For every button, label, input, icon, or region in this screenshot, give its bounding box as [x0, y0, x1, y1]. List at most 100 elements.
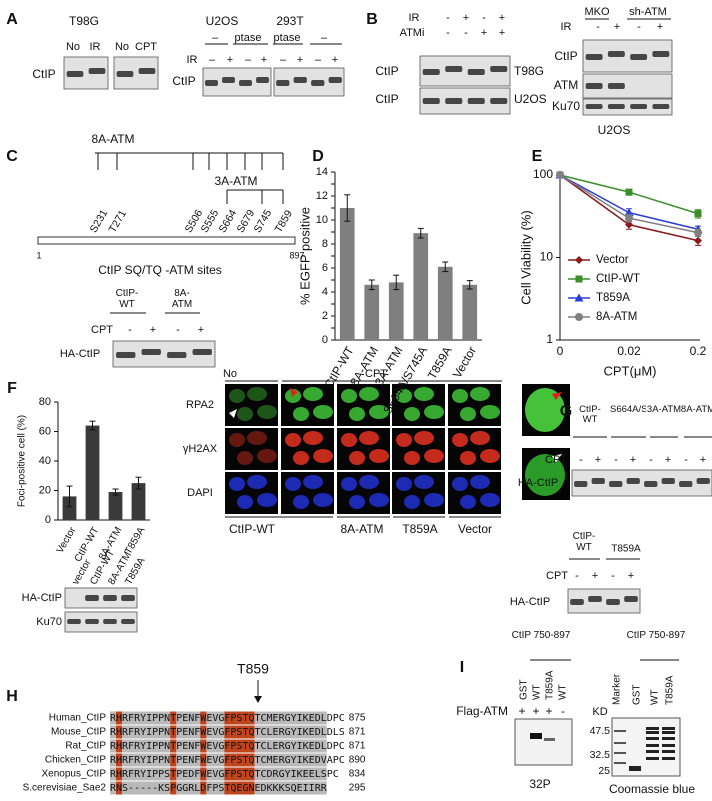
label: CtIP SQ/TQ -ATM sites [98, 263, 222, 277]
nucleus [404, 407, 420, 421]
identity-shade [224, 725, 231, 739]
micrograph [225, 428, 278, 470]
gel-band [646, 737, 659, 740]
error-bar [89, 420, 96, 431]
y-tick-label: 60 [39, 425, 51, 437]
label: – [321, 32, 328, 44]
conservation-shade [110, 767, 327, 781]
label: DAPI [187, 487, 213, 499]
label: 834 [349, 769, 366, 780]
gel-band [614, 730, 626, 732]
label: 871 [349, 727, 366, 738]
point [556, 171, 564, 179]
y-tick-label: 6 [322, 262, 328, 274]
label-box: 8A-ATM [681, 405, 712, 414]
y-tick-label: 20 [39, 484, 51, 496]
identity-shade [200, 767, 207, 781]
label: Flag-ATM [456, 704, 508, 718]
blot-band [103, 619, 117, 624]
identity-shade [248, 725, 255, 739]
error-bar [66, 485, 73, 508]
blot-band [652, 51, 670, 57]
identity-shade [170, 711, 177, 725]
identity-shade [248, 753, 255, 767]
y-tick-label: 0 [322, 334, 328, 346]
blot-band [276, 80, 290, 86]
identity-shade [236, 781, 243, 795]
identity-shade [170, 739, 177, 753]
label: ptase [274, 32, 301, 44]
blot-band [661, 478, 675, 484]
bar [339, 208, 355, 340]
gel-band [662, 757, 675, 760]
nucleus [237, 407, 253, 421]
label: - [561, 704, 565, 718]
blot-band [445, 66, 463, 72]
point [625, 220, 633, 229]
nucleus [414, 431, 434, 445]
y-tick-label: 12 [316, 190, 328, 202]
identity-shade [224, 753, 231, 767]
nucleus [285, 477, 301, 491]
bar [62, 496, 77, 520]
nucleus [303, 387, 323, 401]
label: IR [187, 54, 198, 66]
label: ATMi [400, 27, 425, 39]
label: Human_CtIP [49, 713, 107, 724]
label: No [223, 368, 237, 380]
blot-band [116, 352, 136, 358]
panel-label: C [6, 148, 18, 165]
label: + [518, 704, 525, 718]
nucleus [293, 495, 309, 509]
label: U2OS [206, 14, 239, 28]
conservation-shade [110, 781, 327, 795]
gel-band [614, 762, 626, 764]
nucleus [247, 475, 267, 489]
label: + [545, 704, 552, 718]
identity-shade [230, 781, 237, 795]
identity-shade [116, 725, 123, 739]
label: T859A [402, 522, 437, 536]
identity-shade [242, 753, 249, 767]
panel-label: G [560, 403, 572, 420]
blot-band [607, 83, 625, 89]
label: IR [561, 21, 572, 33]
label: CtIP [32, 67, 55, 81]
label: - [128, 324, 132, 336]
label: HA-CtIP [518, 477, 558, 489]
gel-band [629, 766, 641, 771]
label: + [532, 704, 539, 718]
label: CtIP-WT [115, 289, 139, 310]
label: Marker [612, 673, 623, 705]
blot-band [121, 619, 135, 624]
label-box: CtIP-WT [579, 405, 601, 424]
conservation-shade [110, 711, 327, 725]
y-tick-label: 14 [316, 166, 328, 178]
label: WT [650, 689, 661, 705]
blot-band [138, 68, 156, 74]
nucleus [257, 405, 277, 419]
blot-band [167, 352, 187, 358]
label: RNS-----KSPGGRLDFPSTQEGNEDKKKSQEIIRR [110, 783, 328, 794]
error-bar [135, 476, 142, 490]
nucleus [470, 475, 490, 489]
label: Coomassie blue [609, 782, 695, 796]
y-tick-label: 100 [533, 167, 553, 181]
arrowhead [552, 454, 562, 462]
nucleus [237, 495, 253, 509]
panel-label: I [460, 659, 464, 676]
label: HA-CtIP [60, 348, 100, 360]
label: HA-CtIP [22, 592, 62, 604]
nucleus [359, 387, 379, 401]
label: - [464, 27, 468, 39]
nucleus [303, 431, 323, 445]
label: 8A-ATM [340, 522, 383, 536]
error-bar [368, 279, 375, 291]
nucleus [396, 477, 412, 491]
label: CtIP 750-897 [626, 631, 686, 641]
identity-shade [242, 711, 249, 725]
identity-shade [116, 767, 123, 781]
panel-label: E [532, 148, 543, 165]
nucleus [293, 451, 309, 465]
blot-band [121, 595, 135, 601]
